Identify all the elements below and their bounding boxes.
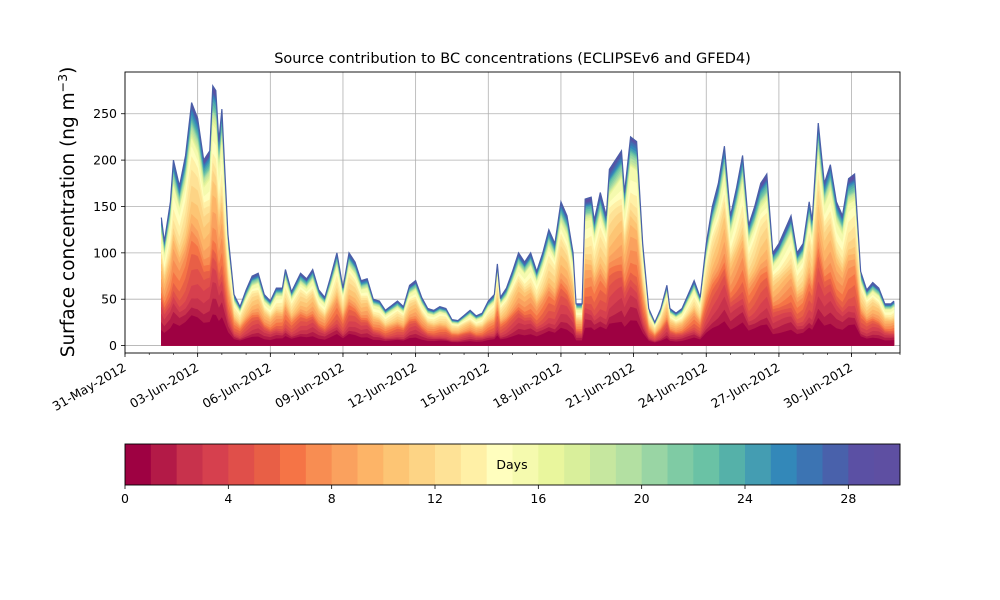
colorbar-tick-label: 24 <box>737 491 753 506</box>
area-band-day-0 <box>161 314 895 346</box>
x-tick-label: 31-May-2012 <box>50 360 129 414</box>
colorbar-tick-label: 0 <box>121 491 129 506</box>
y-axis-label-exponent: −3 <box>55 74 70 92</box>
colorbar-frame <box>124 443 901 486</box>
y-tick-label: 150 <box>93 199 117 214</box>
chart-title: Source contribution to BC concentrations… <box>274 51 751 67</box>
colorbar-bin <box>460 444 488 485</box>
colorbar-bin <box>331 444 358 485</box>
colorbar <box>124 443 901 486</box>
x-tick-label: 09-Jun-2012 <box>272 360 346 411</box>
colorbar-bin <box>874 444 901 485</box>
y-tick-label: 250 <box>93 106 117 121</box>
y-axis-label-main: Surface concentration (ng m <box>58 92 79 357</box>
colorbar-bin <box>796 444 823 485</box>
colorbar-bin <box>305 444 333 485</box>
colorbar-bin <box>822 444 849 485</box>
x-tick-label: 21-Jun-2012 <box>563 360 637 411</box>
x-tick-label: 24-Jun-2012 <box>636 360 710 411</box>
y-tick-label: 100 <box>93 245 117 260</box>
colorbar-bin <box>486 444 513 485</box>
colorbar-bin <box>641 444 668 485</box>
colorbar-ticks: 0 4 8 12 16 20 24 28 <box>121 485 856 506</box>
y-axis: 0 50 100 150 200 250 <box>93 106 125 353</box>
colorbar-bin <box>667 444 694 485</box>
colorbar-bin <box>228 444 255 485</box>
colorbar-bin <box>409 444 436 485</box>
colorbar-tick-label: 28 <box>840 491 856 506</box>
colorbar-bin <box>254 444 281 485</box>
y-tick-label: 200 <box>93 153 117 168</box>
colorbar-label: Days <box>496 457 527 472</box>
y-tick-label: 50 <box>101 292 117 307</box>
colorbar-bin <box>745 444 772 485</box>
colorbar-bin <box>590 444 617 485</box>
y-tick-label: 0 <box>109 338 117 353</box>
x-axis: 31-May-201203-Jun-201206-Jun-201209-Jun-… <box>50 353 901 414</box>
colorbar-tick-label: 20 <box>634 491 650 506</box>
colorbar-bin <box>202 444 229 485</box>
colorbar-bin <box>538 444 565 485</box>
colorbar-bin <box>564 444 591 485</box>
colorbar-bin <box>770 444 798 485</box>
colorbar-bin <box>615 444 643 485</box>
colorbar-bin <box>512 444 539 485</box>
colorbar-bin <box>719 444 746 485</box>
colorbar-bin <box>125 444 152 485</box>
x-tick-label: 12-Jun-2012 <box>345 360 419 411</box>
x-tick-label: 30-Jun-2012 <box>781 360 855 411</box>
x-tick-label: 03-Jun-2012 <box>127 360 201 411</box>
x-tick-label: 06-Jun-2012 <box>200 360 274 411</box>
y-axis-label: Surface concentration (ng m−3) <box>55 67 79 358</box>
x-tick-label: 18-Jun-2012 <box>490 360 564 411</box>
colorbar-bin <box>176 444 203 485</box>
colorbar-tick-label: 12 <box>427 491 443 506</box>
colorbar-bin <box>383 444 410 485</box>
y-axis-label-close: ) <box>58 67 79 74</box>
colorbar-bin <box>435 444 462 485</box>
total-series-line <box>160 84 895 324</box>
colorbar-tick-label: 8 <box>328 491 336 506</box>
stacked-areas <box>161 85 895 346</box>
x-tick-label: 15-Jun-2012 <box>418 360 492 411</box>
colorbar-tick-label: 4 <box>224 491 232 506</box>
colorbar-bin <box>357 444 384 485</box>
colorbar-bin <box>848 444 875 485</box>
colorbar-bin <box>150 444 178 485</box>
colorbar-bin <box>280 444 307 485</box>
x-tick-label: 27-Jun-2012 <box>708 360 782 411</box>
colorbar-tick-label: 16 <box>530 491 546 506</box>
colorbar-bin <box>693 444 720 485</box>
